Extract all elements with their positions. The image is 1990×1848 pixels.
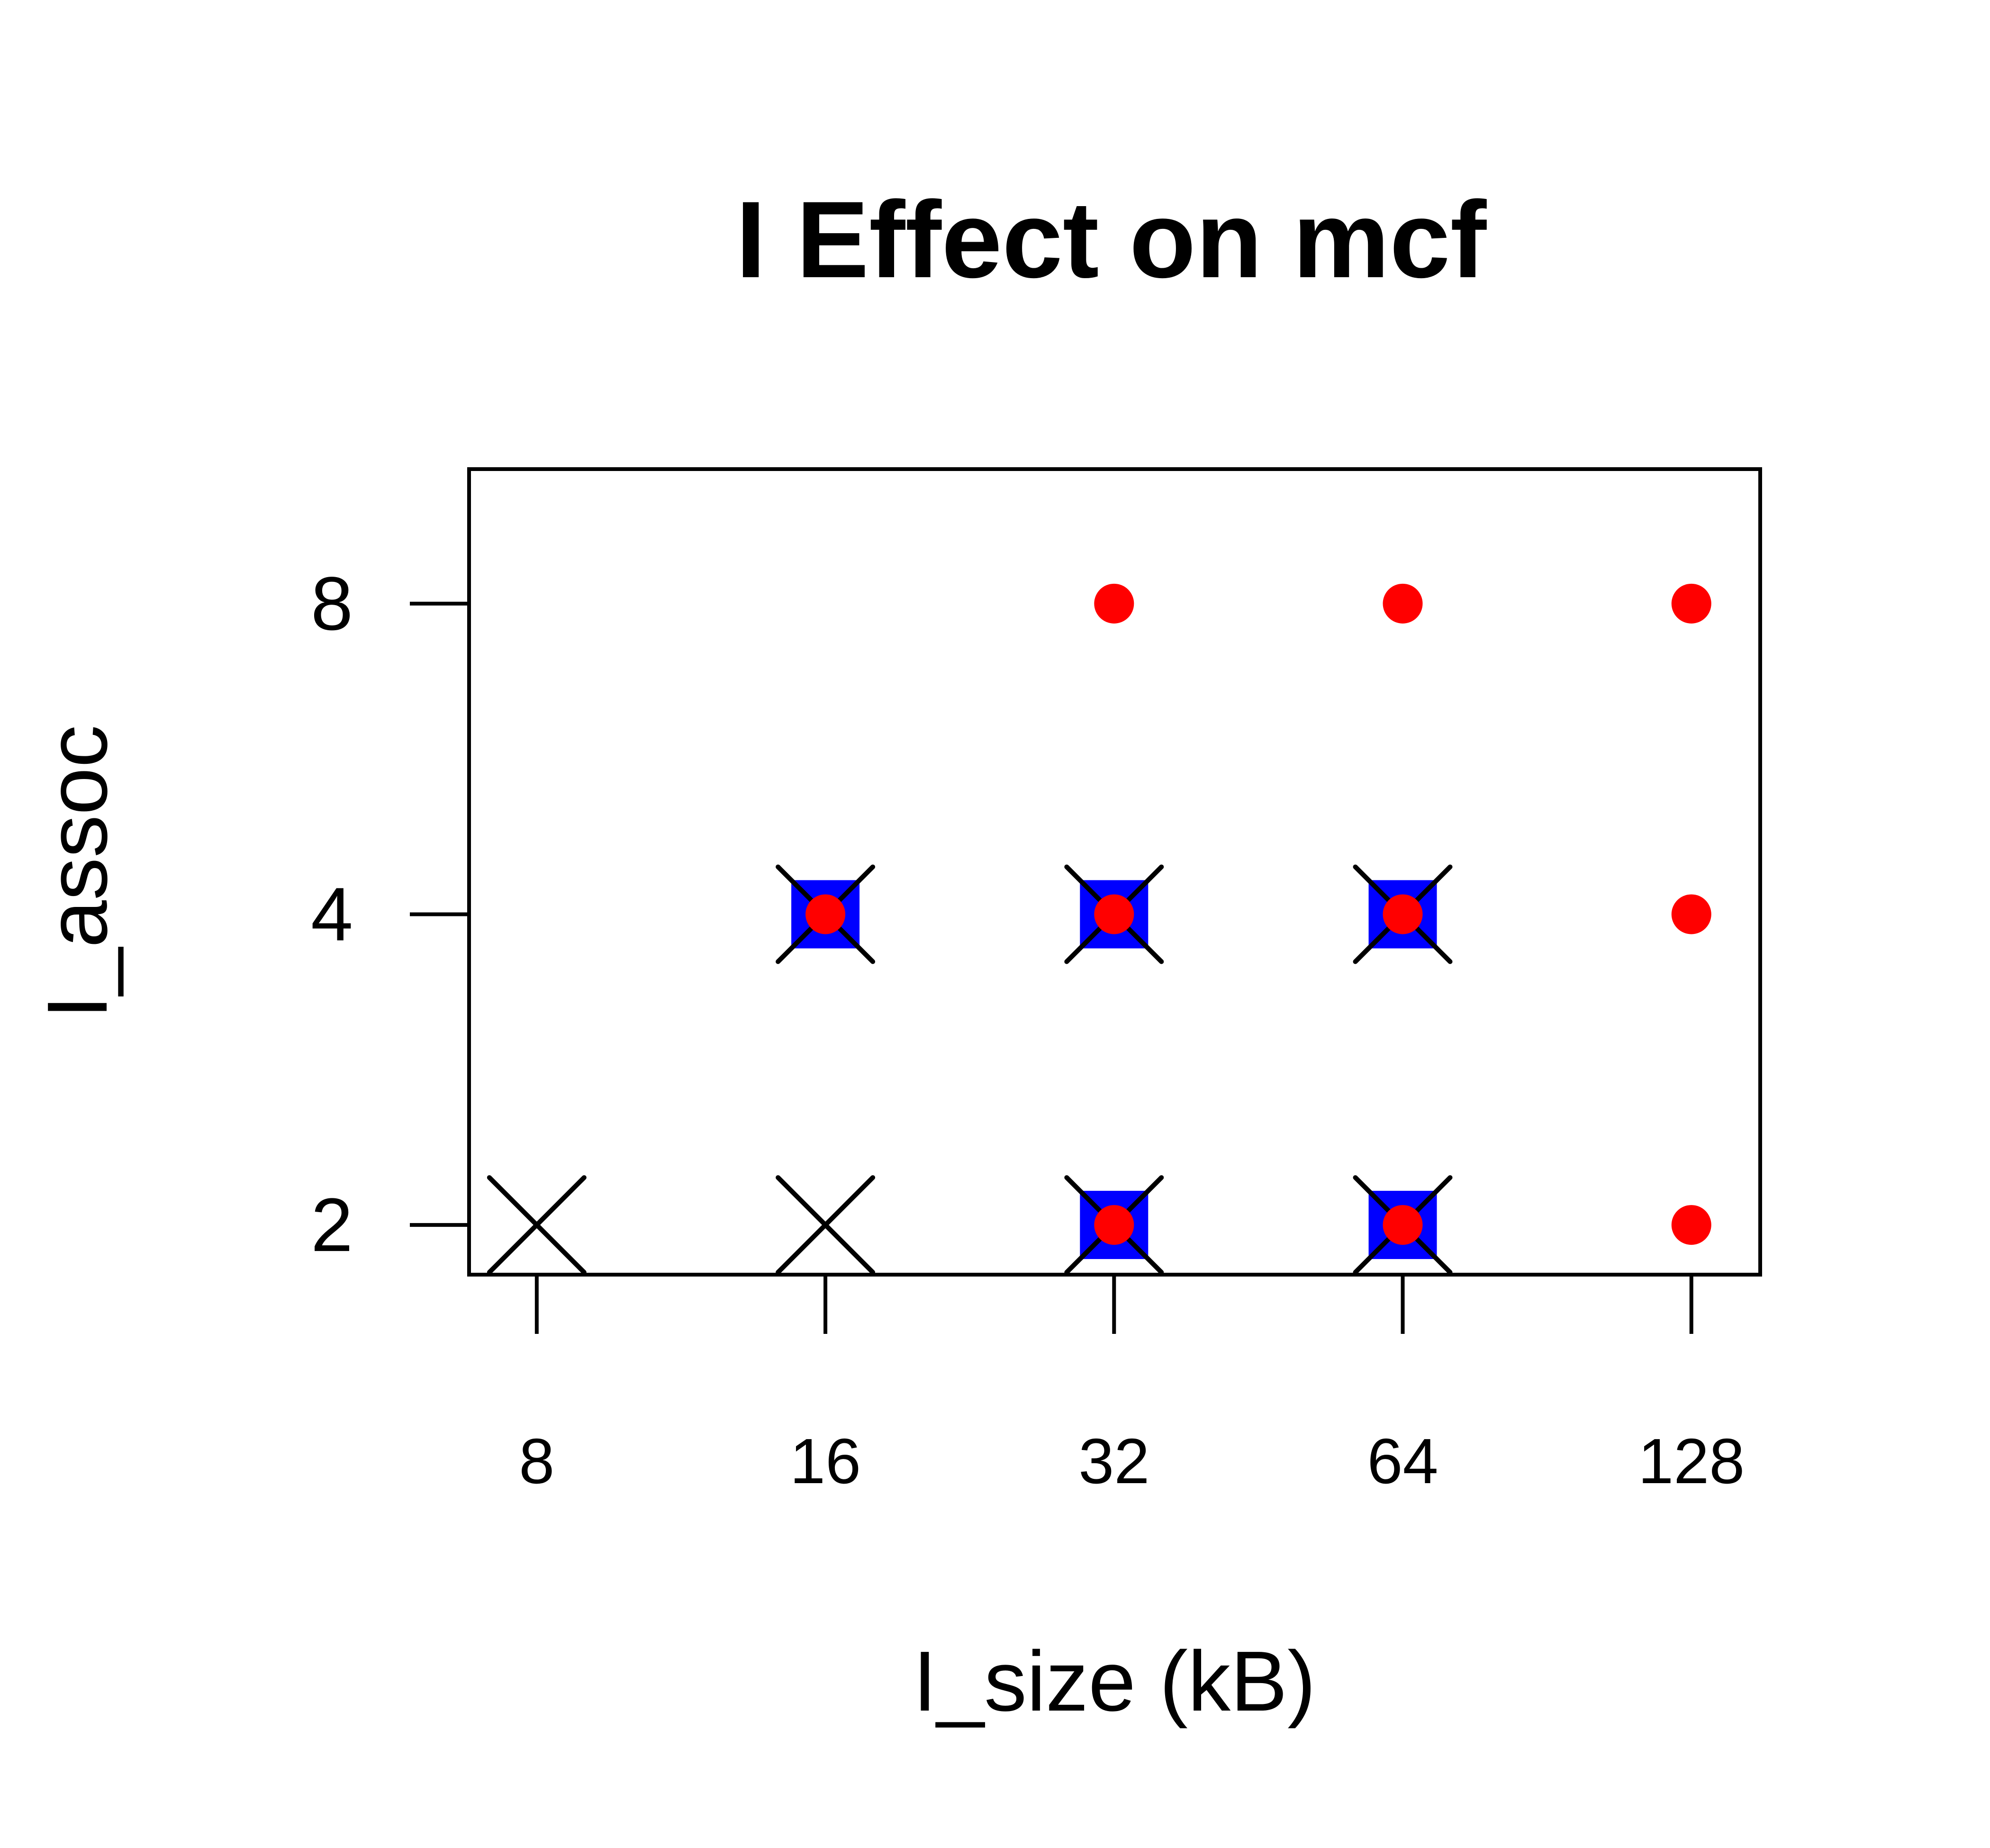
x-tick-label: 32 — [1078, 1425, 1149, 1497]
red-dot-marker — [1671, 894, 1711, 934]
x-axis: 8 16 32 64 128 — [519, 1275, 1745, 1497]
x-axis-label: I_size (kB) — [913, 1634, 1316, 1729]
red-dot-marker — [1383, 1205, 1423, 1245]
y-tick-label: 8 — [311, 561, 353, 646]
red-dot-marker — [1094, 1205, 1134, 1245]
x-tick-label: 64 — [1367, 1425, 1438, 1497]
red-dot-marker — [1094, 894, 1134, 934]
red-dot-marker — [1094, 583, 1134, 624]
x-tick-label: 16 — [790, 1425, 861, 1497]
black-x-marker — [487, 1175, 587, 1275]
y-axis: 2 4 8 — [311, 561, 469, 1267]
red-dot-marker — [805, 894, 846, 934]
red-dot-marker — [1671, 1205, 1711, 1245]
y-tick-label: 2 — [311, 1182, 353, 1267]
chart-title: I Effect on mcf — [736, 179, 1487, 300]
red-dot-marker — [1383, 894, 1423, 934]
y-tick-label: 4 — [311, 871, 353, 956]
x-tick-label: 128 — [1638, 1425, 1745, 1497]
red-dot-marker — [1383, 583, 1423, 624]
x-tick-label: 8 — [519, 1425, 554, 1497]
data-marks — [487, 583, 1711, 1275]
black-x-marker — [776, 1175, 876, 1275]
red-dot-marker — [1671, 583, 1711, 624]
y-axis-label: I_assoc — [30, 725, 125, 1019]
